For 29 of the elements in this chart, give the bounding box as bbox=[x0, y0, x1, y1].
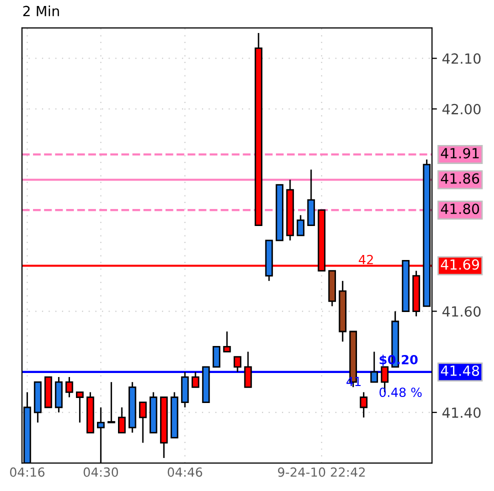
candlestick bbox=[118, 406, 126, 434]
ref-line-label: 41.86 bbox=[440, 173, 480, 184]
chart-title: 2 Min bbox=[23, 6, 59, 16]
y-tick-label: 41.40 bbox=[442, 407, 481, 418]
candlestick bbox=[244, 351, 252, 388]
annotation: 0.48 % bbox=[380, 388, 422, 398]
candlestick bbox=[370, 351, 378, 383]
annotation: 42 bbox=[358, 254, 373, 264]
candlestick bbox=[296, 214, 304, 236]
candlestick bbox=[223, 330, 231, 352]
x-tick-label: 04:30 bbox=[84, 467, 118, 477]
x-tick-label: 04:46 bbox=[168, 467, 202, 477]
ref-line-label: 41.91 bbox=[440, 148, 479, 158]
candlestick bbox=[360, 392, 368, 418]
candlestick bbox=[107, 381, 116, 424]
ref-line-label: 41.80 bbox=[440, 204, 480, 214]
candlestick bbox=[139, 402, 147, 444]
x-tick-label: 9-24-10 22:42 bbox=[278, 467, 365, 477]
ref-line-label: 41.48 bbox=[440, 365, 480, 376]
candlestick bbox=[234, 356, 242, 373]
x-tick-label: 04:16 bbox=[10, 467, 44, 477]
candlestick bbox=[192, 371, 200, 388]
y-tick-label: 41.60 bbox=[442, 306, 481, 317]
ref-line-label: 41.69 bbox=[440, 259, 479, 270]
y-tick-label: 42.00 bbox=[442, 104, 481, 114]
y-tick-label: 42.10 bbox=[442, 53, 481, 64]
candlestick bbox=[65, 376, 74, 398]
candlestick bbox=[76, 392, 84, 424]
candlestick bbox=[212, 346, 220, 368]
